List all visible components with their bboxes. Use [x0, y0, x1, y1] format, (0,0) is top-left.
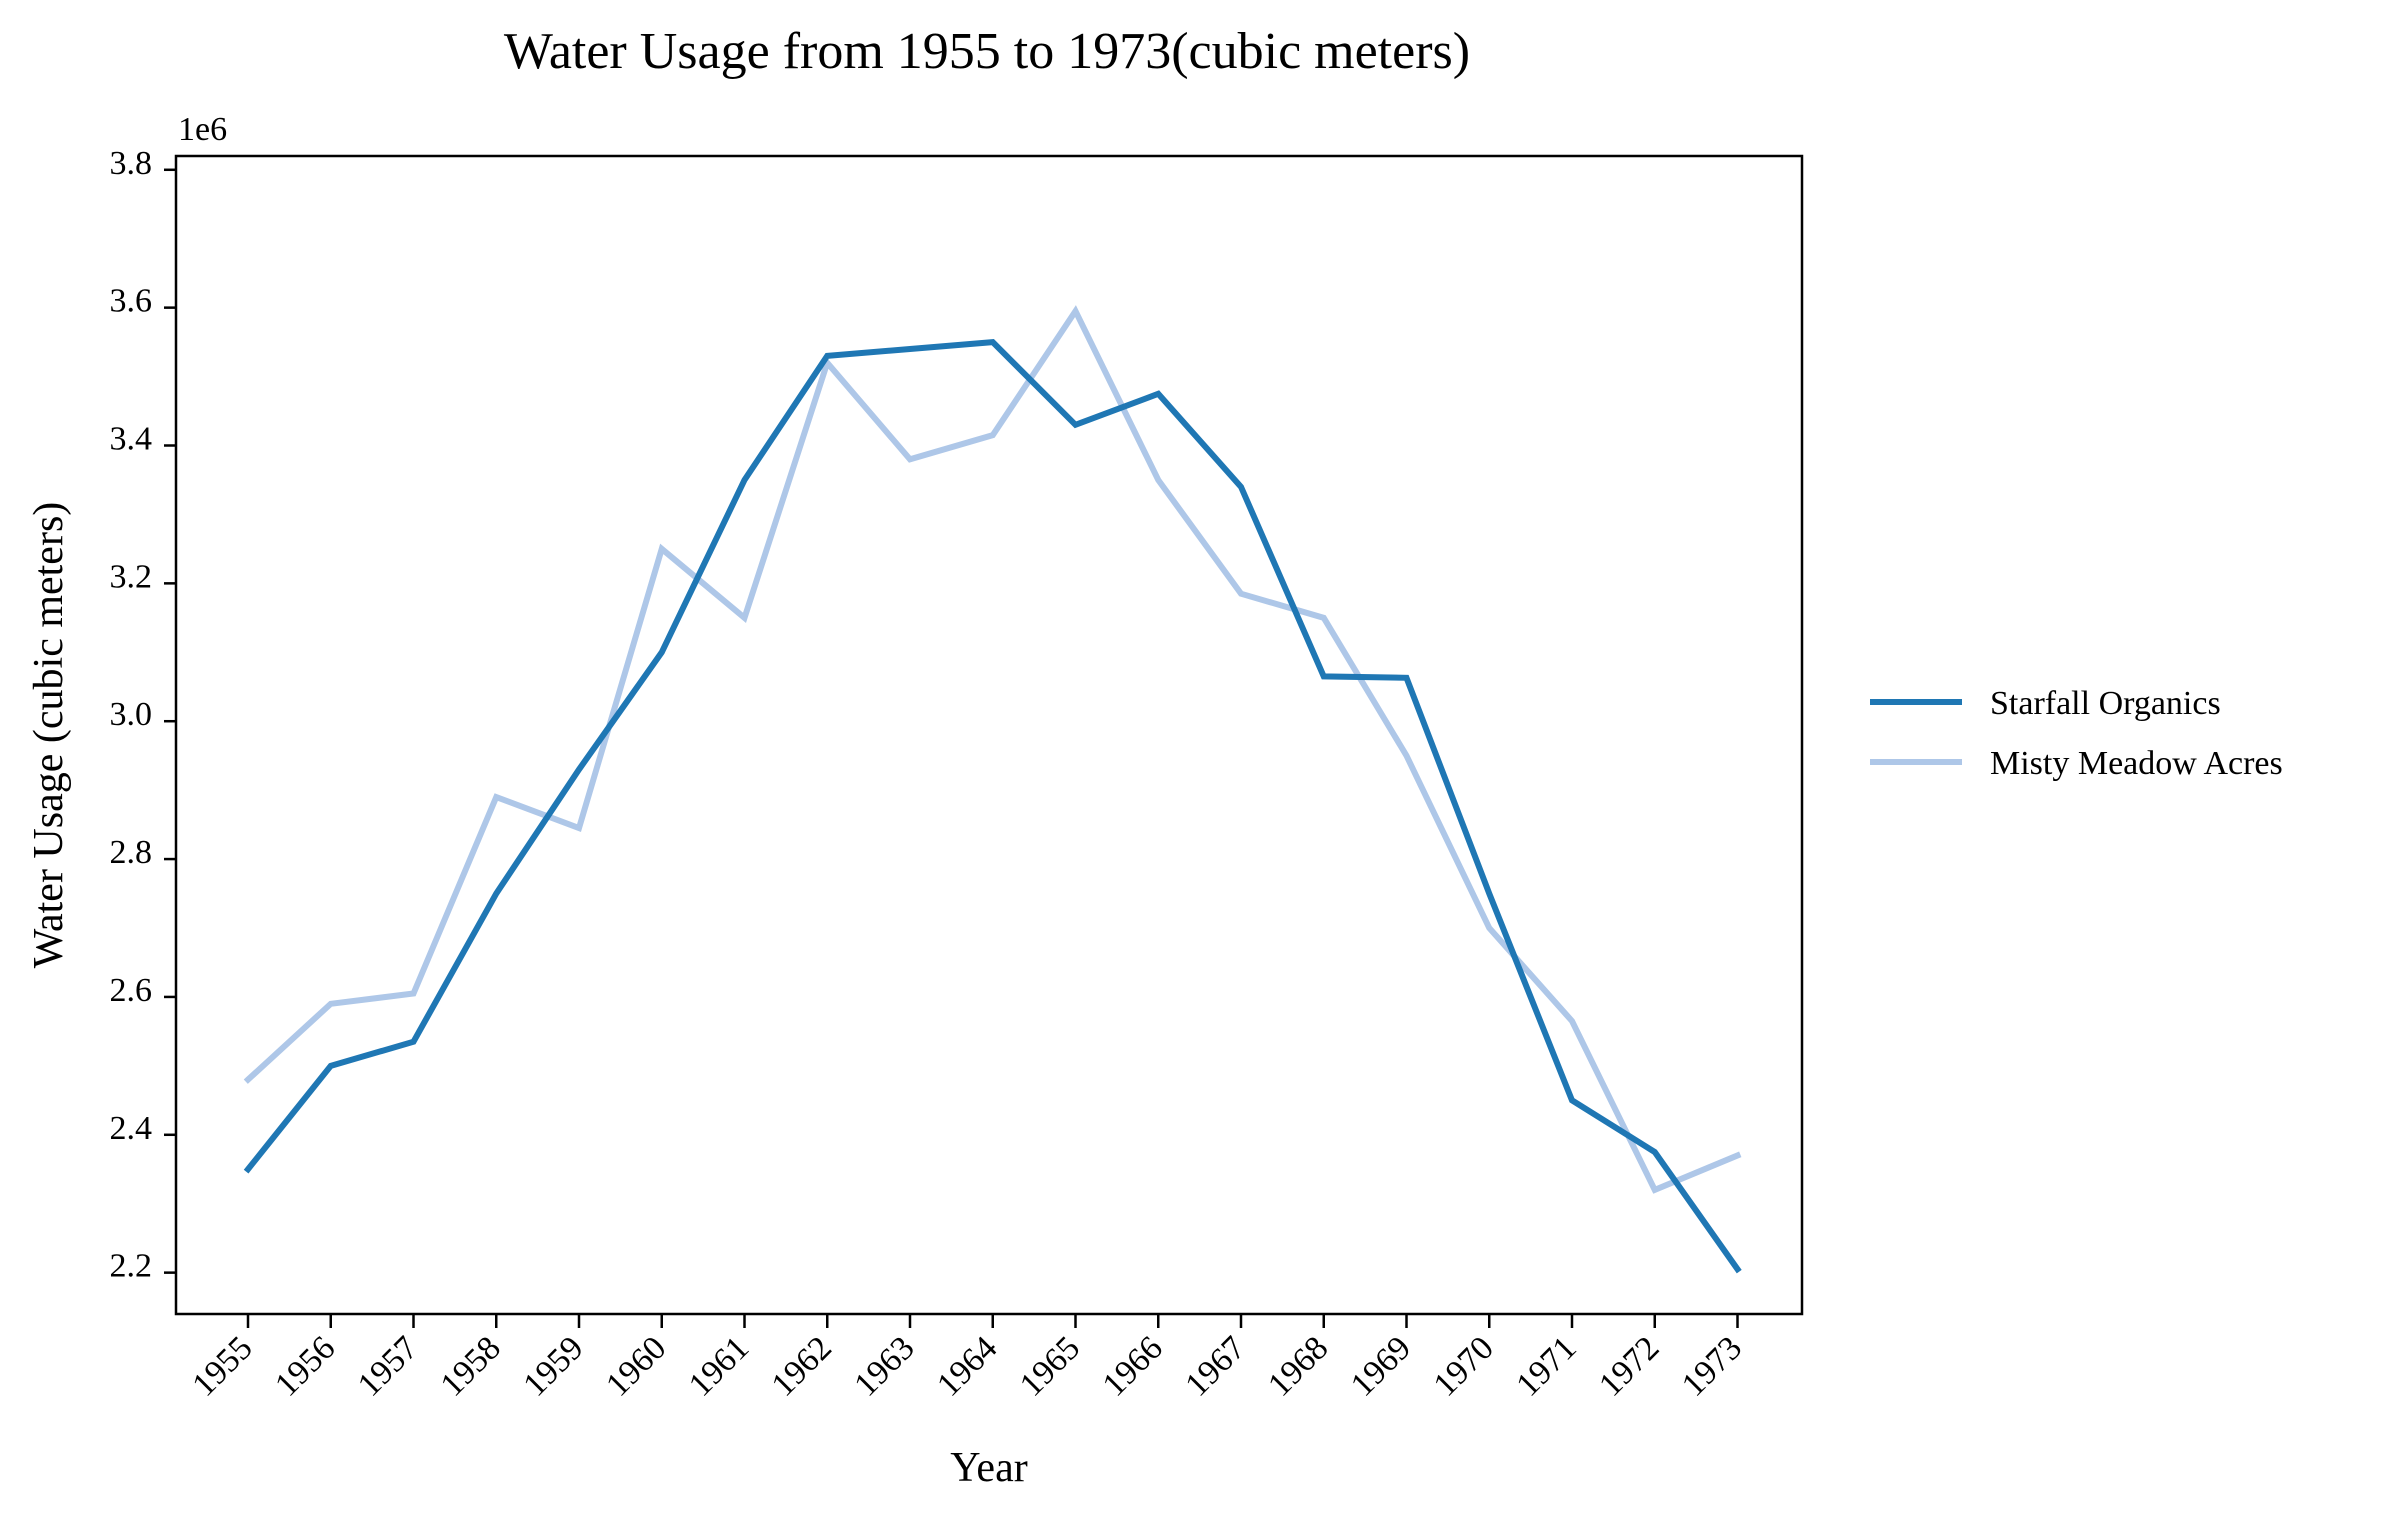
x-tick-label: 1967	[1178, 1329, 1252, 1403]
y-tick-label: 3.8	[110, 145, 153, 182]
legend-label-misty-meadow-acres: Misty Meadow Acres	[1990, 745, 2283, 782]
x-tick-label: 1961	[682, 1329, 756, 1403]
x-tick-label: 1957	[351, 1329, 425, 1403]
x-tick-label: 1971	[1509, 1329, 1583, 1403]
series-line-misty-meadow-acres	[243, 305, 1742, 1194]
x-tick-label: 1969	[1344, 1329, 1418, 1403]
x-tick-label: 1955	[185, 1329, 259, 1403]
x-tick-label: 1973	[1675, 1329, 1749, 1403]
x-tick-label: 1963	[847, 1329, 921, 1403]
y-tick-label: 2.2	[110, 1248, 153, 1285]
plot-area-frame	[174, 154, 1804, 1316]
y-tick-label: 3.4	[110, 421, 153, 458]
legend: Starfall Organics Misty Meadow Acres	[1870, 685, 2283, 782]
y-axis-exponent-label: 1e6	[178, 111, 227, 148]
x-tick-label: 1960	[599, 1329, 673, 1403]
y-tick-label: 2.4	[110, 1110, 153, 1147]
y-tick-label: 3.2	[110, 558, 153, 595]
chart-title: Water Usage from 1955 to 1973(cubic mete…	[504, 23, 1470, 80]
y-axis: 2.2 2.4 2.6 2.8 3.0 3.2 3.4 3.6 3.8	[110, 145, 176, 1285]
x-axis-title: Year	[950, 1445, 1027, 1491]
x-tick-label: 1972	[1592, 1329, 1666, 1403]
x-tick-label: 1966	[1096, 1329, 1170, 1403]
y-tick-label: 3.0	[110, 696, 153, 733]
x-axis: 1955 1956 1957 1958 1959 1960 1961 1962 1963 1964…	[185, 1314, 1749, 1404]
y-axis-title: Water Usage (cubic meters)	[26, 502, 72, 969]
x-tick-label: 1970	[1427, 1329, 1501, 1403]
y-tick-label: 3.6	[110, 283, 153, 320]
x-tick-label: 1968	[1261, 1329, 1335, 1403]
x-tick-label: 1962	[765, 1329, 839, 1403]
x-tick-label: 1965	[1013, 1329, 1087, 1403]
series-layer	[243, 305, 1742, 1274]
x-tick-label: 1956	[268, 1329, 342, 1403]
x-tick-label: 1964	[930, 1329, 1004, 1403]
x-tick-label: 1958	[434, 1329, 508, 1403]
y-tick-label: 2.8	[110, 834, 153, 871]
series-line-starfall-organics	[243, 339, 1742, 1274]
x-tick-label: 1959	[516, 1329, 590, 1403]
y-tick-label: 2.6	[110, 972, 153, 1009]
legend-label-starfall-organics: Starfall Organics	[1990, 685, 2221, 722]
